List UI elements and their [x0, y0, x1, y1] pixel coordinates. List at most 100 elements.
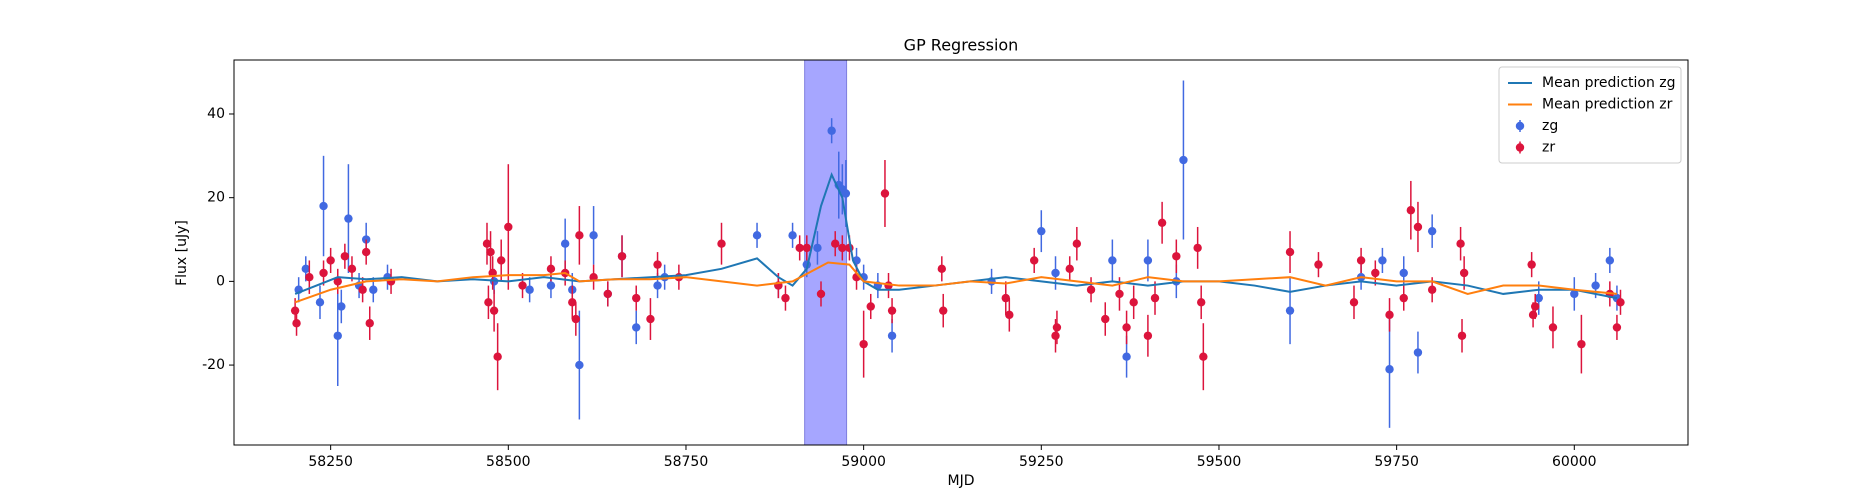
- data-point: [937, 264, 947, 274]
- data-point: [1051, 331, 1060, 340]
- data-point: [1356, 256, 1366, 265]
- x-tick-label: 58750: [664, 454, 709, 470]
- data-point: [603, 289, 613, 299]
- data-point: [1122, 352, 1131, 361]
- data-point: [1065, 264, 1074, 274]
- data-point: [344, 214, 353, 223]
- data-point: [653, 281, 662, 290]
- legend: Mean prediction zg Mean prediction zr zg zr: [1498, 66, 1682, 164]
- data-point: [1427, 285, 1437, 294]
- legend-label: zg: [1542, 118, 1558, 134]
- data-point: [813, 243, 822, 253]
- data-point: [1371, 268, 1380, 278]
- data-point: [1115, 289, 1124, 299]
- data-point: [1616, 298, 1625, 307]
- chart-title: GP Regression: [904, 36, 1019, 55]
- legend-marker: [1515, 121, 1525, 131]
- data-point: [365, 319, 374, 328]
- data-point: [1285, 306, 1295, 315]
- x-tick-label: 59750: [1374, 454, 1419, 470]
- x-tick-label: 60000: [1552, 454, 1597, 470]
- data-point: [326, 256, 335, 265]
- legend-label: Mean prediction zg: [1542, 75, 1676, 91]
- data-point: [1385, 310, 1394, 320]
- data-point: [292, 319, 301, 328]
- data-point: [575, 360, 584, 370]
- data-point: [827, 126, 836, 135]
- data-point: [831, 239, 840, 248]
- data-point: [347, 264, 357, 274]
- data-point: [617, 252, 627, 261]
- data-point: [1172, 252, 1181, 261]
- legend-box: [1498, 66, 1682, 164]
- data-point: [632, 293, 641, 303]
- data-point: [1399, 293, 1408, 303]
- data-point: [301, 264, 310, 274]
- data-point: [646, 314, 655, 324]
- data-point: [571, 314, 581, 324]
- legend-label: zr: [1542, 140, 1555, 156]
- data-point: [486, 247, 495, 257]
- data-point: [1072, 239, 1082, 248]
- data-point: [1531, 302, 1540, 311]
- data-point: [1349, 298, 1359, 307]
- data-point: [1143, 256, 1153, 265]
- data-point: [788, 231, 797, 240]
- data-point: [504, 222, 513, 232]
- data-point: [880, 189, 890, 198]
- x-tick-label: 59000: [841, 454, 886, 470]
- data-point: [333, 331, 342, 340]
- y-axis-label: Flux [uJy]: [174, 220, 190, 286]
- data-point: [315, 298, 325, 307]
- data-point: [369, 285, 378, 294]
- data-point: [939, 306, 948, 315]
- mean-line: [294, 261, 1618, 304]
- data-point: [546, 264, 556, 274]
- legend-label: Mean prediction zr: [1542, 97, 1673, 113]
- data-point: [1612, 323, 1622, 332]
- data-point: [1548, 323, 1558, 332]
- data-point: [1314, 260, 1323, 269]
- legend-marker: [1515, 143, 1525, 152]
- data-point: [632, 323, 641, 332]
- data-point: [841, 189, 851, 198]
- data-point: [653, 260, 662, 269]
- axes-frame: [233, 59, 1689, 446]
- data-point: [560, 239, 570, 248]
- data-point: [816, 289, 826, 299]
- data-point: [337, 302, 346, 311]
- data-point: [1199, 352, 1208, 361]
- data-point: [1591, 281, 1600, 290]
- data-point: [319, 201, 328, 211]
- data-point: [361, 247, 371, 257]
- plot-area: [290, 60, 1625, 445]
- data-point: [1129, 298, 1138, 307]
- data-point: [489, 306, 499, 315]
- data-point: [497, 256, 506, 265]
- data-point: [358, 285, 367, 294]
- data-point: [1385, 365, 1394, 374]
- x-tick-label: 59250: [1019, 454, 1064, 470]
- data-point: [1378, 256, 1387, 265]
- data-point: [1527, 260, 1536, 269]
- data-point: [1399, 268, 1408, 278]
- x-tick-label: 58250: [308, 454, 353, 470]
- data-point: [1101, 314, 1110, 324]
- data-point: [340, 252, 350, 261]
- data-point: [568, 298, 577, 307]
- data-point: [1051, 268, 1060, 278]
- data-point: [1157, 218, 1167, 227]
- data-point: [1052, 323, 1062, 332]
- y-tick-label: 20: [207, 190, 225, 206]
- data-point: [1122, 323, 1131, 332]
- data-point: [1459, 268, 1469, 278]
- data-point: [795, 243, 804, 253]
- data-point: [484, 298, 493, 307]
- data-point: [290, 306, 300, 315]
- data-point: [1413, 348, 1423, 357]
- data-point: [1406, 206, 1416, 215]
- data-point: [1143, 331, 1153, 340]
- data-point: [482, 239, 492, 248]
- data-point: [1528, 310, 1538, 320]
